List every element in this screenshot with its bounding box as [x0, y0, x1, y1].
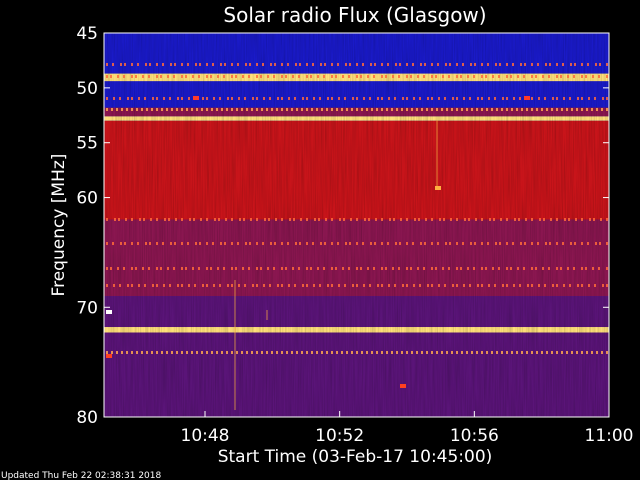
x-axis-label: Start Time (03-Feb-17 10:45:00) — [218, 447, 493, 467]
bright-spot — [106, 310, 112, 314]
y-tick-label: 55 — [76, 134, 98, 154]
x-axis: 10:48 10:52 10:56 11:00 — [181, 411, 634, 446]
interference-row — [106, 284, 608, 287]
bright-spot — [193, 96, 199, 100]
interference-row — [106, 218, 608, 221]
interference-row — [106, 108, 608, 111]
chart-title: Solar radio Flux (Glasgow) — [223, 3, 486, 27]
y-tick-label: 60 — [76, 189, 98, 209]
bright-spot — [106, 354, 112, 358]
y-tick-label: 45 — [76, 24, 98, 44]
y-axis-label: Frequency [MHz] — [49, 154, 69, 297]
interference-row — [106, 242, 608, 245]
bright-spot — [524, 96, 530, 100]
y-tick-label: 50 — [76, 79, 98, 99]
y-axis: 45 50 55 60 70 80 — [76, 24, 609, 428]
bright-spot — [435, 186, 441, 190]
updated-timestamp: Updated Thu Feb 22 02:38:31 2018 — [1, 471, 162, 480]
interference-row — [106, 267, 608, 270]
x-tick-label: 10:52 — [315, 426, 364, 446]
x-tick-label: 10:56 — [450, 426, 499, 446]
x-tick-label: 11:00 — [585, 426, 634, 446]
interference-row — [106, 351, 608, 354]
bright-spot — [400, 384, 406, 388]
interference-row — [106, 97, 608, 100]
y-tick-label: 80 — [76, 408, 98, 428]
interference-row — [106, 75, 608, 78]
x-tick-label: 10:48 — [181, 426, 230, 446]
plot-border — [103, 32, 610, 418]
interference-row — [106, 63, 608, 66]
y-tick-label: 70 — [76, 298, 98, 318]
spectrogram-plot-area — [103, 32, 610, 418]
